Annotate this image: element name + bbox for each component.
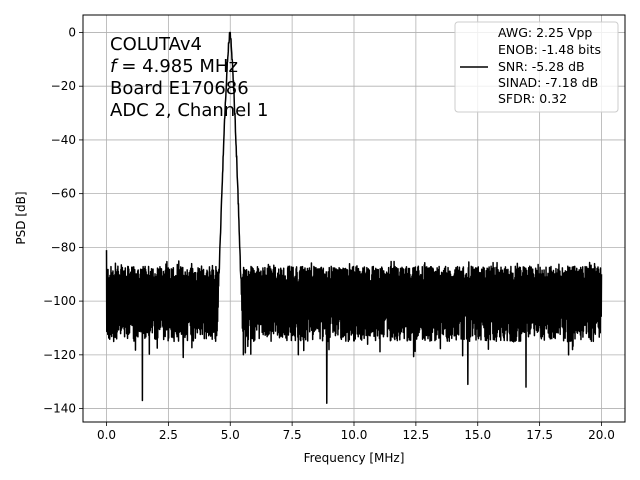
x-tick-label: 7.5 (283, 428, 302, 442)
annotation-f-symbol: f (110, 56, 119, 77)
x-tick-label: 10.0 (341, 428, 368, 442)
annotation-line-channel: ADC 2, Channel 1 (110, 100, 268, 121)
legend: AWG: 2.25 Vpp ENOB: -1.48 bits SNR: -5.2… (454, 21, 619, 113)
grid (83, 15, 625, 422)
y-tick-label: −120 (43, 348, 76, 362)
psd-trace-group (105, 31, 603, 404)
annotation-line-device: COLUTAv4 (110, 34, 202, 55)
x-tick-label: 20.0 (588, 428, 615, 442)
x-tick-label: 2.5 (159, 428, 178, 442)
x-tick-label: 12.5 (403, 428, 430, 442)
legend-entry-sinad: SINAD: -7.18 dB (498, 75, 598, 90)
y-tick-label: −60 (51, 187, 76, 201)
y-tick-label: 0 (68, 25, 76, 39)
legend-entry-awg: AWG: 2.25 Vpp (498, 25, 592, 40)
x-axis-label: Frequency [MHz] (304, 451, 405, 465)
legend-entry-sfdr: SFDR: 0.32 (498, 91, 567, 106)
annotation-line-board: Board E170686 (110, 78, 249, 99)
x-tick-label: 5.0 (221, 428, 240, 442)
annotation-frequency-value: = 4.985 MHz (121, 56, 238, 77)
annotation-line-frequency: f = 4.985 MHz (110, 56, 238, 77)
y-tick-label: −20 (51, 79, 76, 93)
legend-entry-enob: ENOB: -1.48 bits (498, 42, 601, 57)
y-tick-label: −40 (51, 133, 76, 147)
y-axis-label: PSD [dB] (14, 191, 28, 244)
psd-series-line (105, 31, 603, 404)
x-tick-label: 15.0 (464, 428, 491, 442)
y-tick-label: −140 (43, 402, 76, 416)
y-tick-label: −100 (43, 294, 76, 308)
y-tick-label: −80 (51, 240, 76, 254)
x-tick-label: 0.0 (97, 428, 116, 442)
legend-entry-snr: SNR: -5.28 dB (498, 59, 585, 74)
x-tick-label: 17.5 (526, 428, 553, 442)
axis-ticks: 0.0 2.5 5.0 7.5 10.0 12.5 15.0 17.5 20.0 0 −20 −40 −… (43, 25, 615, 442)
legend-box (454, 21, 619, 113)
annotation-block: COLUTAv4 f = 4.985 MHz Board E170686 ADC … (110, 34, 268, 121)
